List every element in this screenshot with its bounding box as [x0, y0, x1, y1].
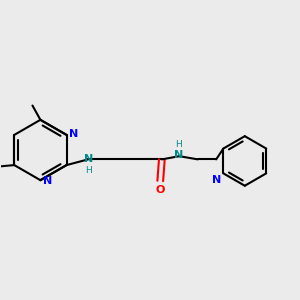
Text: N: N	[174, 150, 183, 160]
Text: N: N	[84, 154, 93, 164]
Text: N: N	[43, 176, 52, 186]
Text: N: N	[69, 129, 78, 139]
Text: H: H	[85, 167, 92, 176]
Text: O: O	[156, 185, 165, 195]
Text: H: H	[175, 140, 182, 148]
Text: N: N	[212, 175, 222, 185]
